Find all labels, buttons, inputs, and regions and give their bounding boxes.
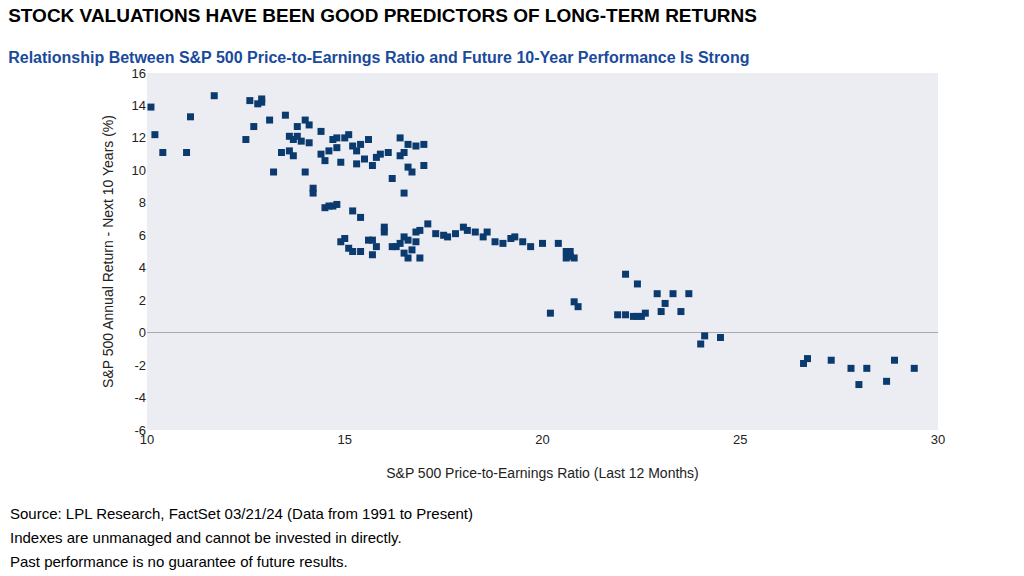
svg-text:-6: -6 xyxy=(134,423,146,438)
svg-text:Past performance is no guarant: Past performance is no guarantee of futu… xyxy=(10,553,348,570)
svg-text:20: 20 xyxy=(535,432,549,447)
svg-text:Relationship Between S&P 500 P: Relationship Between S&P 500 Price-to-Ea… xyxy=(8,49,749,66)
svg-text:15: 15 xyxy=(338,432,352,447)
svg-text:25: 25 xyxy=(733,432,747,447)
svg-text:8: 8 xyxy=(139,195,146,210)
svg-text:Source: LPL Research, FactSet: Source: LPL Research, FactSet 03/21/24 (… xyxy=(10,505,473,522)
svg-text:30: 30 xyxy=(931,432,945,447)
svg-text:STOCK VALUATIONS HAVE BEEN GOO: STOCK VALUATIONS HAVE BEEN GOOD PREDICTO… xyxy=(8,5,757,26)
svg-text:12: 12 xyxy=(132,130,146,145)
svg-text:-2: -2 xyxy=(134,358,146,373)
svg-text:2: 2 xyxy=(139,293,146,308)
svg-text:S&P 500 Price-to-Earnings Rati: S&P 500 Price-to-Earnings Ratio (Last 12… xyxy=(386,465,699,481)
svg-text:Indexes are unmanaged and cann: Indexes are unmanaged and cannot be inve… xyxy=(10,529,402,546)
svg-text:-4: -4 xyxy=(134,390,146,405)
svg-text:4: 4 xyxy=(139,260,146,275)
svg-text:16: 16 xyxy=(132,66,146,81)
svg-text:6: 6 xyxy=(139,228,146,243)
svg-text:10: 10 xyxy=(132,163,146,178)
svg-text:0: 0 xyxy=(139,325,146,340)
svg-text:10: 10 xyxy=(140,432,154,447)
svg-text:14: 14 xyxy=(132,98,146,113)
svg-text:S&P 500 Annual Return - Next 1: S&P 500 Annual Return - Next 10 Years (%… xyxy=(100,115,116,388)
